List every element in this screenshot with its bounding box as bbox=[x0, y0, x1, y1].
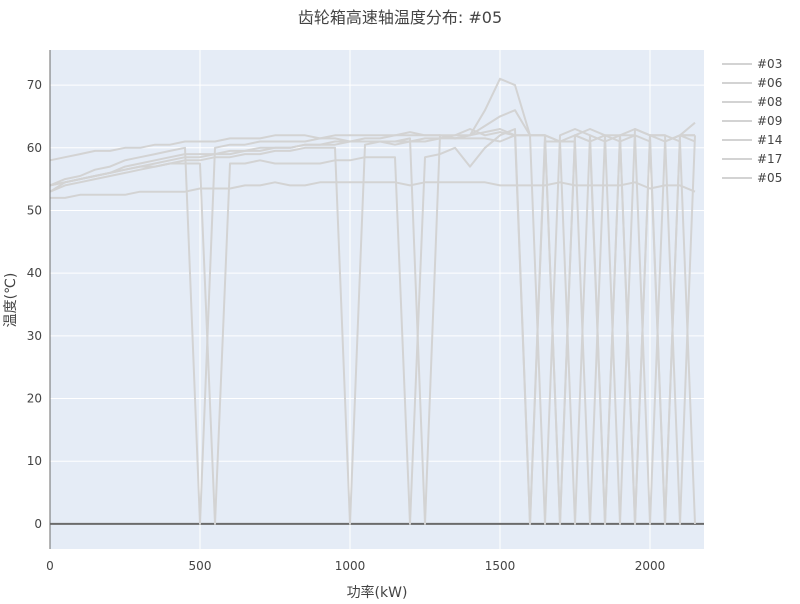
legend-item-14[interactable]: #14 bbox=[722, 133, 782, 147]
grid bbox=[50, 50, 704, 549]
legend-item-05[interactable]: #05 bbox=[722, 171, 782, 185]
y-tick-label: 0 bbox=[34, 517, 42, 531]
y-tick-label: 20 bbox=[27, 392, 42, 406]
y-tick-label: 10 bbox=[27, 454, 42, 468]
series-line-09 bbox=[49, 128, 696, 525]
legend-item-08[interactable]: #08 bbox=[722, 95, 782, 109]
y-tick-label: 40 bbox=[27, 266, 42, 280]
x-axis-title: 功率(kW) bbox=[347, 584, 408, 600]
legend-item-09[interactable]: #09 bbox=[722, 114, 782, 128]
y-tick-label: 30 bbox=[27, 329, 42, 343]
legend[interactable]: #03 #06 #08 #09 #14 #17 #05 bbox=[722, 57, 782, 185]
series-line-14 bbox=[50, 181, 696, 199]
y-tick-label: 50 bbox=[27, 203, 42, 217]
legend-label: #14 bbox=[757, 133, 782, 147]
legend-label: #05 bbox=[757, 171, 782, 185]
x-tick-label: 0 bbox=[46, 559, 54, 573]
x-tick-label: 1000 bbox=[335, 559, 366, 573]
legend-item-03[interactable]: #03 bbox=[722, 57, 782, 71]
plot-background bbox=[50, 50, 704, 549]
legend-label: #08 bbox=[757, 95, 782, 109]
series-line-05 bbox=[49, 134, 695, 525]
series-line-06 bbox=[49, 109, 696, 525]
y-tick-label: 70 bbox=[27, 78, 42, 92]
y-axis-title: 温度(℃) bbox=[3, 273, 19, 328]
legend-item-06[interactable]: #06 bbox=[722, 76, 782, 90]
tick-labels: 0 500 1000 1500 2000 0 10 20 30 40 50 60 70 bbox=[27, 78, 666, 573]
legend-label: #03 bbox=[757, 57, 782, 71]
chart-title: 齿轮箱高速轴温度分布: #05 bbox=[298, 8, 502, 27]
series-lines bbox=[49, 77, 696, 525]
x-tick-label: 1500 bbox=[485, 559, 516, 573]
x-tick-label: 2000 bbox=[635, 559, 666, 573]
legend-label: #09 bbox=[757, 114, 782, 128]
series-line-03 bbox=[49, 128, 695, 525]
legend-label: #17 bbox=[757, 152, 782, 166]
x-tick-label: 500 bbox=[189, 559, 212, 573]
y-tick-label: 60 bbox=[27, 141, 42, 155]
legend-item-17[interactable]: #17 bbox=[722, 152, 782, 166]
legend-label: #06 bbox=[757, 76, 782, 90]
